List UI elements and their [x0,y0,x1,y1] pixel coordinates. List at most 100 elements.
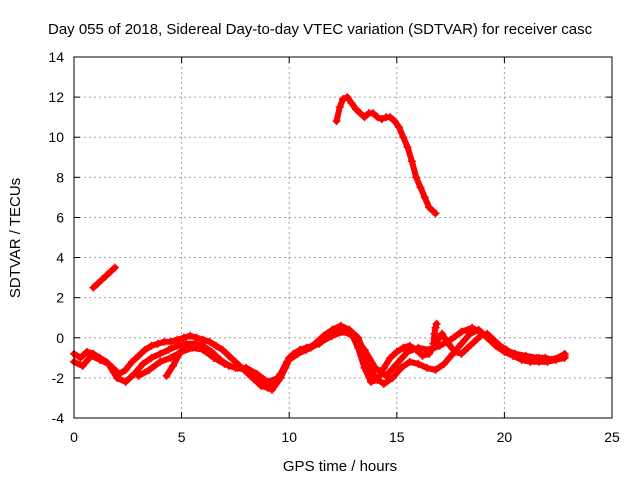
data-point-marker [377,115,386,124]
data-point-marker [199,345,208,354]
data-point-marker [231,363,240,372]
x-axis-label: GPS time / hours [283,458,397,475]
data-point-marker [435,341,444,350]
data-point-marker [360,363,369,372]
data-point-marker [468,323,477,332]
data-point-marker [168,361,177,370]
data-point-marker [437,329,446,338]
data-point-marker [306,343,315,352]
data-point-marker [457,339,466,348]
data-point-marker [347,99,356,108]
x-tick-label: 25 [604,429,620,445]
data-point-marker [134,371,143,380]
data-point-marker [181,339,190,348]
data-point-marker [121,365,130,374]
x-tick-label: 0 [70,429,78,445]
data-point-marker [166,353,175,362]
data-point-marker [420,193,429,202]
data-point-marker [399,343,408,352]
data-point-marker [175,349,184,358]
data-point-marker [356,109,365,118]
data-point-marker [407,157,416,166]
data-point-marker [339,327,347,336]
data-point-marker [418,351,427,360]
y-tick-label: 14 [48,49,64,65]
plot-series [70,93,569,394]
data-point-marker [431,323,440,332]
data-point-marker [102,271,111,280]
data-point-marker [76,353,85,362]
data-point-marker [147,353,156,362]
data-point-marker [218,345,227,354]
y-tick-label: -4 [52,410,65,426]
data-point-marker [156,349,165,358]
data-point-marker [351,105,360,114]
data-point-marker [332,117,341,126]
data-point-marker [317,337,326,346]
data-point-marker [511,349,520,358]
data-point-marker [220,359,229,368]
data-point-marker [335,103,344,112]
data-point-marker [339,95,347,104]
data-point-marker [82,347,91,356]
data-point-marker [457,349,466,358]
data-point-marker [343,93,352,102]
y-tick-label: -2 [52,370,65,386]
data-point-marker [431,209,440,218]
data-point-marker [386,113,395,122]
data-point-marker [521,351,530,360]
data-point-marker [432,319,441,328]
data-point-marker [543,355,552,364]
x-tick-label: 20 [497,429,513,445]
data-point-marker [328,331,337,340]
data-point-marker [373,113,382,122]
data-point-marker [369,109,378,118]
data-point-marker [186,331,195,340]
data-point-marker [422,363,431,372]
x-tick-label: 15 [389,429,405,445]
data-point-marker [97,275,106,284]
data-point-marker [390,117,399,126]
data-point-marker [162,371,171,380]
data-point-marker [285,353,294,362]
data-point-marker [153,339,162,348]
data-point-marker [386,353,395,362]
data-point-marker [470,337,479,346]
data-point-marker [478,329,487,338]
data-point-marker [188,343,197,352]
y-tick-label: 10 [48,129,64,145]
data-point-marker [128,357,137,366]
data-point-marker [224,351,233,360]
data-point-marker [560,349,569,358]
data-point-marker [141,345,150,354]
data-point-marker [336,321,345,330]
x-tick-label: 10 [281,429,297,445]
data-point-marker [388,373,397,382]
data-point-marker [446,335,455,344]
data-point-marker [429,339,438,348]
x-tick-label: 5 [178,429,186,445]
data-point-marker [394,123,403,132]
data-point-marker [113,373,122,382]
data-point-marker [274,373,283,382]
data-point-marker [382,371,391,380]
data-point-marker [205,337,214,346]
data-point-marker [252,369,261,378]
data-point-marker [242,363,251,372]
plot-frame [73,56,613,419]
data-point-marker [425,345,434,354]
data-point-marker [371,373,380,382]
data-point-marker [349,331,358,340]
data-point-marker [371,363,380,372]
axis-ticks: 0 5 10 15 20 25 -4 -2 0 2 4 6 8 10 12 14 [48,49,620,445]
data-point-marker [463,343,472,352]
data-point-marker [147,341,156,350]
data-point-marker [403,347,412,356]
y-tick-label: 0 [56,330,64,346]
series-line-short-dips [163,340,189,379]
data-point-marker [267,385,276,394]
data-point-marker [416,183,425,192]
data-point-marker [366,377,375,386]
data-point-marker [392,347,401,356]
data-point-marker [405,357,414,366]
